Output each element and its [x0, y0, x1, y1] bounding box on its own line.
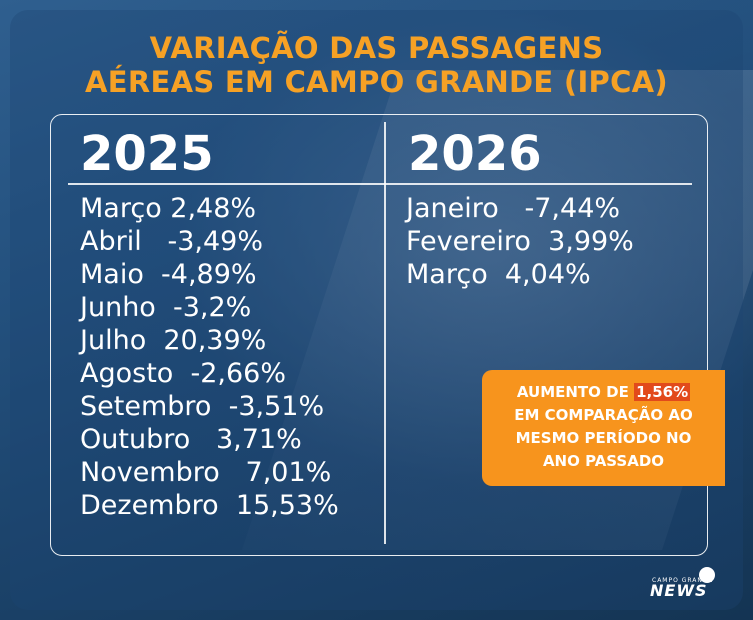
callout-line-1: AUMENTO DE 1,56%	[482, 381, 725, 404]
list-item: Julho 20,39%	[80, 325, 267, 356]
column-divider	[384, 122, 386, 544]
list-item: Fevereiro 3,99%	[406, 226, 634, 257]
list-item: Maio -4,89%	[80, 259, 257, 290]
year-2025-heading: 2025	[80, 126, 214, 182]
title-line-1: VARIAÇÃO DAS PASSAGENS	[149, 31, 604, 65]
callout-line-2: EM COMPARAÇÃO AO	[514, 406, 693, 424]
logo-small-text: CAMPO GRANDE	[652, 577, 714, 584]
list-item: Setembro -3,51%	[80, 391, 325, 422]
list-item: Junho -3,2%	[80, 292, 252, 323]
increase-callout: AUMENTO DE 1,56% EM COMPARAÇÃO AO MESMO …	[482, 370, 725, 486]
campo-grande-news-logo: CAMPO GRANDE NEWS	[648, 567, 718, 607]
callout-line-4: ANO PASSADO	[542, 452, 665, 470]
callout-prefix: AUMENTO DE	[516, 383, 635, 401]
header-divider	[68, 183, 692, 185]
list-item: Março 2,48%	[80, 193, 257, 224]
list-item: Novembro 7,01%	[80, 457, 332, 488]
list-item: Abril -3,49%	[80, 226, 263, 257]
data-panel	[50, 114, 708, 556]
list-2025: Março 2,48% Abril -3,49% Maio -4,89% Jun…	[80, 192, 339, 522]
callout-line-3: MESMO PERÍODO NO	[515, 429, 692, 447]
year-2026-heading: 2026	[408, 126, 542, 182]
title-line-2: AÉREAS EM CAMPO GRANDE (IPCA)	[85, 65, 668, 99]
card-frame	[10, 10, 743, 610]
callout-highlight-value: 1,56%	[634, 383, 691, 401]
list-2026: Janeiro -7,44% Fevereiro 3,99% Março 4,0…	[406, 192, 634, 291]
list-item: Outubro 3,71%	[80, 424, 302, 455]
list-item: Janeiro -7,44%	[406, 193, 621, 224]
logo-big-text: NEWS	[650, 581, 708, 600]
logo-dot-icon	[699, 567, 715, 583]
list-item: Dezembro 15,53%	[80, 490, 339, 521]
list-item: Agosto -2,66%	[80, 358, 286, 389]
list-item: Março 4,04%	[406, 259, 591, 290]
